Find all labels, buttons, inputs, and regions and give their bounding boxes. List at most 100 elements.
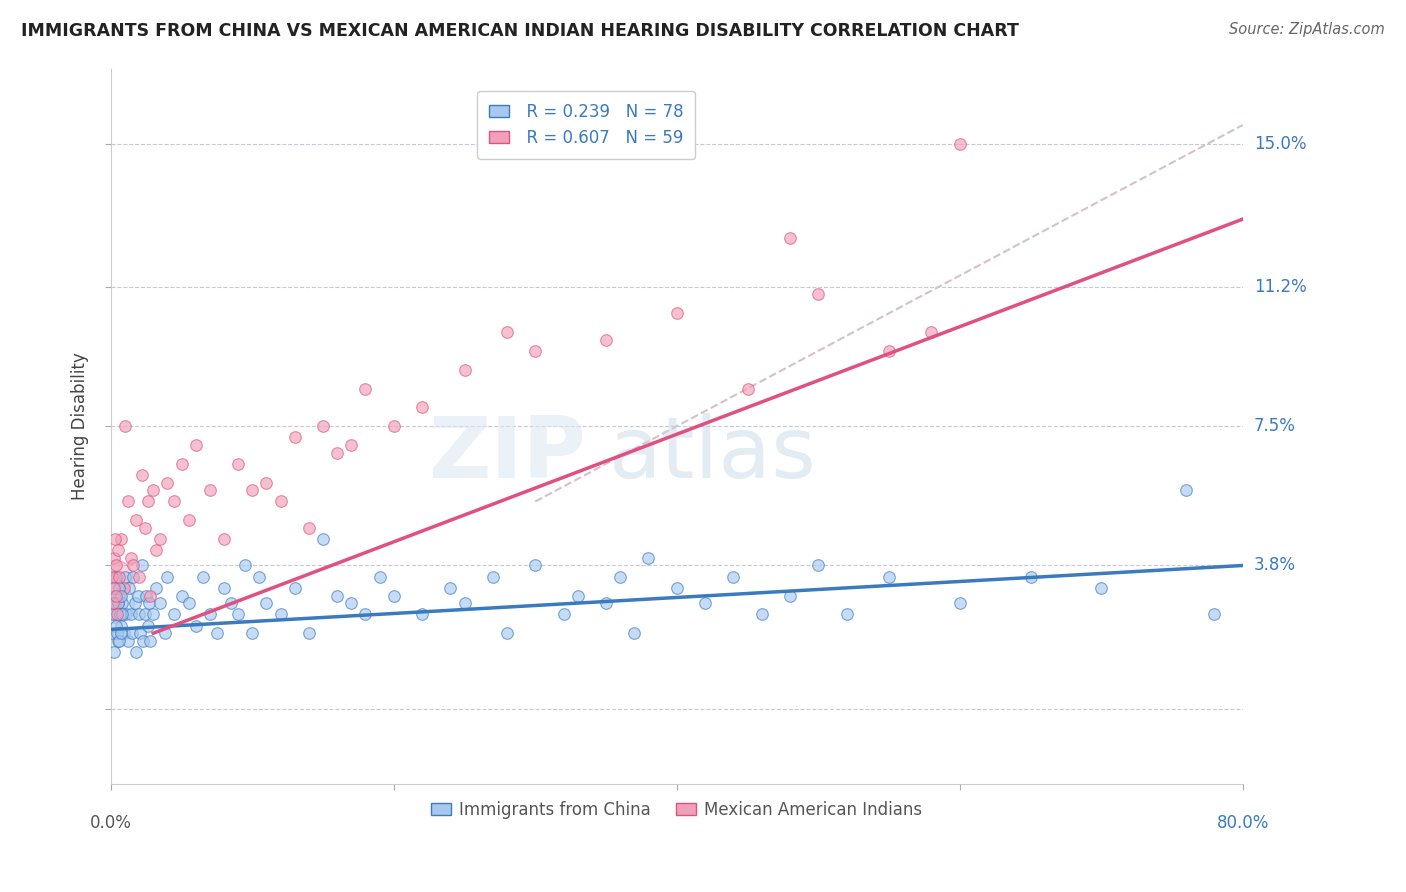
Point [921,325,943,339]
Point [145,581,167,595]
Point [120,607,142,622]
Point [107,633,129,648]
Point [108,607,131,622]
Point [877,570,900,584]
Point [177,596,200,610]
Point [219,596,242,610]
Point [112,581,135,595]
Point [139,589,162,603]
Point [340,438,363,452]
Point [779,231,801,245]
Point [128,607,150,622]
Text: 15.0%: 15.0% [1254,135,1306,153]
Point [107,596,129,610]
Point [595,333,617,347]
Point [312,532,335,546]
Point [128,570,150,584]
Text: ZIP: ZIP [429,413,586,496]
Point [567,589,589,603]
Point [132,633,155,648]
Point [105,607,128,622]
Point [723,570,745,584]
Point [114,570,136,584]
Point [135,589,157,603]
Point [623,626,645,640]
Point [184,618,207,632]
Legend: Immigrants from China, Mexican American Indians: Immigrants from China, Mexican American … [425,794,929,826]
Point [439,581,461,595]
Point [110,589,132,603]
Point [170,457,193,471]
Point [609,570,631,584]
Point [212,532,235,546]
Point [122,558,145,573]
Point [103,645,125,659]
Point [779,589,801,603]
Point [105,626,128,640]
Point [142,483,165,498]
Point [110,532,132,546]
Point [153,626,176,640]
Point [453,362,475,376]
Point [125,513,148,527]
Point [205,626,228,640]
Point [112,626,135,640]
Text: 3.8%: 3.8% [1254,557,1296,574]
Point [114,419,136,434]
Point [138,596,160,610]
Point [411,607,433,622]
Point [103,589,125,603]
Point [101,607,124,622]
Point [156,570,179,584]
Point [136,618,159,632]
Point [1175,483,1198,498]
Point [105,558,128,573]
Text: IMMIGRANTS FROM CHINA VS MEXICAN AMERICAN INDIAN HEARING DISABILITY CORRELATION : IMMIGRANTS FROM CHINA VS MEXICAN AMERICA… [21,22,1019,40]
Point [125,645,148,659]
Point [118,581,141,595]
Point [131,558,153,573]
Point [149,532,172,546]
Point [665,581,688,595]
Point [1090,581,1112,595]
Point [354,382,377,396]
Point [170,589,193,603]
Point [104,589,127,603]
Point [131,468,153,483]
Point [807,558,830,573]
Point [103,581,125,595]
Point [693,596,716,610]
Point [111,607,134,622]
Point [145,543,167,558]
Point [107,633,129,648]
Point [368,570,391,584]
Point [198,607,221,622]
Point [101,570,124,584]
Point [496,626,519,640]
Point [107,543,129,558]
Point [111,596,134,610]
Point [139,633,162,648]
Text: 11.2%: 11.2% [1254,278,1306,296]
Point [104,532,127,546]
Point [142,607,165,622]
Point [103,551,125,566]
Point [120,551,142,566]
Point [411,401,433,415]
Point [382,419,405,434]
Point [177,513,200,527]
Point [107,596,129,610]
Point [124,596,146,610]
Text: Source: ZipAtlas.com: Source: ZipAtlas.com [1229,22,1385,37]
Point [1019,570,1042,584]
Point [453,596,475,610]
Text: atlas: atlas [609,413,817,496]
Point [117,494,139,508]
Point [163,607,186,622]
Point [298,626,321,640]
Point [198,483,221,498]
Point [127,589,149,603]
Point [107,570,129,584]
Point [340,596,363,610]
Point [553,607,575,622]
